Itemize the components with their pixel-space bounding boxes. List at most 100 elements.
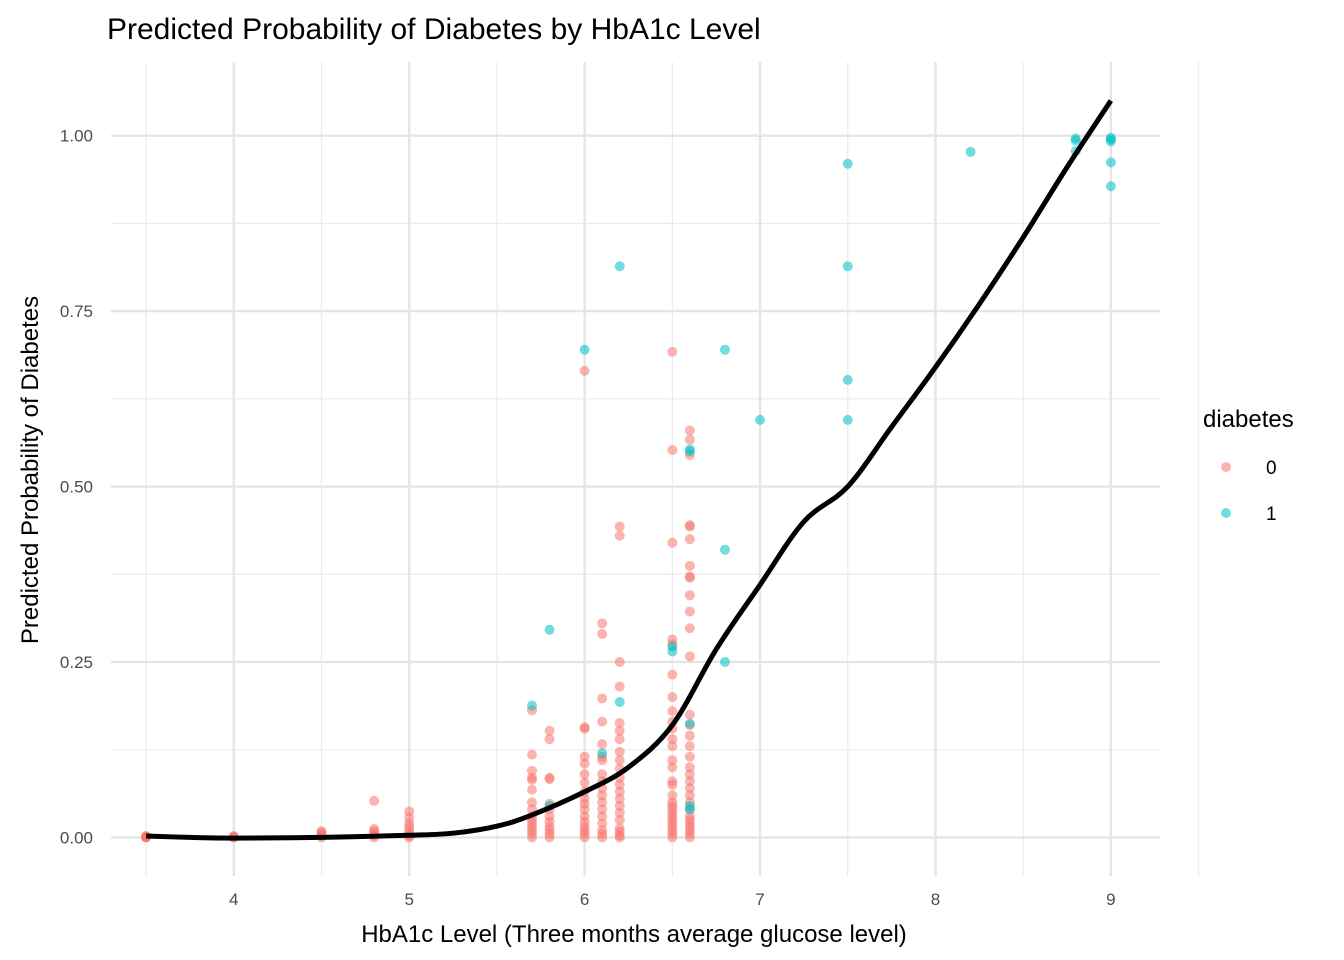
data-point-diabetes-0: [684, 776, 695, 787]
data-point-diabetes-0: [579, 751, 590, 762]
y-tick-label: 0.75: [60, 302, 93, 321]
data-point-diabetes-0: [614, 530, 625, 541]
data-point-diabetes-0: [684, 590, 695, 601]
data-point-diabetes-0: [667, 734, 678, 745]
data-point-diabetes-0: [684, 751, 695, 762]
data-point-diabetes-0: [544, 772, 555, 783]
data-point-diabetes-0: [667, 762, 678, 773]
data-point-diabetes-0: [684, 730, 695, 741]
data-point-diabetes-0: [684, 623, 695, 634]
data-point-diabetes-0: [614, 807, 625, 818]
data-point-diabetes-0: [597, 804, 608, 815]
data-point-diabetes-0: [614, 734, 625, 745]
data-point-diabetes-0: [579, 811, 590, 822]
data-point-diabetes-0: [684, 434, 695, 445]
x-tick-label: 4: [229, 890, 238, 909]
data-point-diabetes-0: [597, 628, 608, 639]
data-point-diabetes-0: [614, 755, 625, 766]
data-point-diabetes-0: [614, 656, 625, 667]
data-point-diabetes-0: [597, 716, 608, 727]
x-axis-title: HbA1c Level (Three months average glucos…: [361, 921, 907, 948]
data-point-diabetes-0: [667, 706, 678, 717]
legend-label-1: 1: [1266, 504, 1277, 525]
data-point-diabetes-0: [614, 725, 625, 736]
y-tick-label: 0.50: [60, 478, 93, 497]
legend-key-1: [1221, 508, 1231, 518]
data-point-diabetes-1: [614, 261, 625, 272]
data-point-diabetes-0: [527, 797, 537, 808]
data-point-diabetes-0: [667, 634, 678, 645]
data-point-diabetes-0: [614, 681, 625, 692]
data-point-diabetes-1: [1070, 133, 1081, 144]
data-point-diabetes-1: [1105, 181, 1116, 192]
data-point-diabetes-0: [684, 741, 695, 752]
data-point-diabetes-0: [667, 741, 678, 752]
data-point-diabetes-1: [965, 146, 976, 157]
data-point-diabetes-0: [597, 618, 608, 629]
data-point-diabetes-0: [684, 811, 695, 822]
data-point-diabetes-1: [755, 414, 766, 425]
data-point-diabetes-0: [597, 693, 608, 704]
data-point-diabetes-0: [667, 797, 678, 808]
chart-title: Predicted Probability of Diabetes by HbA…: [107, 13, 761, 46]
data-point-diabetes-0: [597, 811, 608, 822]
data-point-diabetes-0: [667, 692, 678, 703]
x-tick-label: 9: [1106, 890, 1115, 909]
data-point-diabetes-0: [614, 786, 625, 797]
data-point-diabetes-0: [597, 797, 608, 808]
data-point-diabetes-0: [667, 537, 678, 548]
data-point-diabetes-0: [579, 777, 590, 788]
data-point-diabetes-0: [597, 739, 608, 750]
data-point-diabetes-0: [527, 772, 537, 783]
data-point-diabetes-0: [544, 725, 555, 736]
data-point-diabetes-0: [527, 784, 537, 795]
data-point-diabetes-0: [667, 445, 678, 456]
data-point-diabetes-0: [614, 814, 625, 825]
data-point-diabetes-0: [667, 669, 678, 680]
data-point-diabetes-0: [667, 776, 678, 787]
data-point-diabetes-0: [597, 825, 608, 836]
data-point-diabetes-0: [684, 534, 695, 545]
y-tick-label: 0.00: [60, 828, 93, 847]
data-point-diabetes-0: [684, 709, 695, 720]
data-point-diabetes-0: [684, 762, 695, 773]
data-point-diabetes-0: [667, 346, 678, 357]
data-point-diabetes-1: [684, 800, 695, 811]
data-point-diabetes-1: [579, 344, 590, 355]
data-point-diabetes-0: [527, 749, 537, 760]
x-tick-label: 7: [755, 890, 764, 909]
data-point-diabetes-0: [667, 790, 678, 801]
data-point-diabetes-0: [614, 793, 625, 804]
data-point-diabetes-0: [684, 769, 695, 780]
y-tick-labels: 0.00 0.25 0.50 0.75 1.00: [60, 127, 93, 848]
data-point-diabetes-0: [544, 734, 555, 745]
data-point-diabetes-0: [684, 783, 695, 794]
data-point-diabetes-1: [597, 748, 608, 759]
data-point-diabetes-1: [719, 656, 730, 667]
data-point-diabetes-0: [684, 560, 695, 571]
data-point-diabetes-1: [1105, 157, 1116, 168]
data-point-diabetes-0: [614, 779, 625, 790]
data-point-diabetes-1: [719, 344, 730, 355]
data-point-diabetes-0: [684, 790, 695, 801]
data-point-diabetes-1: [719, 544, 730, 555]
data-point-diabetes-0: [614, 800, 625, 811]
x-tick-label: 8: [931, 890, 940, 909]
y-tick-label: 1.00: [60, 127, 93, 146]
data-point-diabetes-0: [579, 365, 590, 376]
legend: diabetes 0 1: [1203, 406, 1294, 525]
data-point-diabetes-1: [842, 414, 853, 425]
data-point-diabetes-0: [597, 769, 608, 780]
data-point-diabetes-1: [1105, 132, 1116, 143]
data-point-diabetes-0: [684, 606, 695, 617]
data-point-diabetes-0: [684, 651, 695, 662]
data-point-diabetes-0: [579, 793, 590, 804]
data-point-diabetes-0: [369, 795, 380, 806]
x-tick-label: 5: [404, 890, 413, 909]
data-point-diabetes-0: [579, 722, 590, 733]
data-point-diabetes-0: [579, 758, 590, 769]
data-point-diabetes-0: [614, 746, 625, 757]
data-point-diabetes-1: [842, 261, 853, 272]
data-point-diabetes-1: [527, 700, 537, 711]
